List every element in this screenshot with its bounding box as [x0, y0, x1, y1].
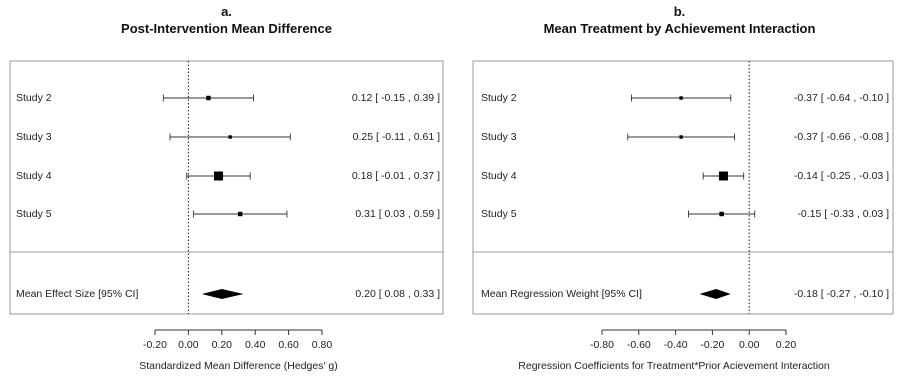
- study-estimate-square: [679, 96, 683, 100]
- study-label: Study 4: [16, 170, 52, 182]
- study-estimate-square: [718, 171, 728, 181]
- x-tick-label: 0.60: [278, 339, 299, 351]
- study-label: Study 3: [481, 131, 517, 143]
- summary-ci-text: 0.20 [ 0.08 , 0.33 ]: [355, 288, 440, 300]
- x-tick-label: -0.20: [700, 339, 724, 351]
- x-tick-label: -0.60: [627, 339, 651, 351]
- study-label: Study 2: [481, 92, 517, 104]
- study-label: Study 4: [481, 170, 517, 182]
- x-tick-label: 0.20: [212, 339, 233, 351]
- studies-frame: [472, 60, 894, 253]
- summary-frame: [9, 251, 444, 315]
- study-ci-text: -0.37 [ -0.66 , -0.08 ]: [794, 131, 889, 143]
- study-ci-text: 0.25 [ -0.11 , 0.61 ]: [353, 131, 440, 143]
- study-label: Study 5: [481, 208, 517, 220]
- summary-diamond: [201, 289, 244, 299]
- panel-a-title: Post-Intervention Mean Difference: [121, 21, 332, 36]
- forest-plot-b-svg: Study 2 -0.37 [ -0.64 , -0.10 ] Study 3 -0.…: [472, 60, 894, 372]
- study-ci-text: -0.37 [ -0.64 , -0.10 ]: [794, 92, 889, 104]
- study-label: Study 3: [16, 131, 52, 143]
- study-ci-text: -0.15 [ -0.33 , 0.03 ]: [797, 208, 889, 220]
- x-tick-label: -0.40: [664, 339, 688, 351]
- study-label: Study 5: [16, 208, 52, 220]
- panel-a-letter: a.: [221, 4, 232, 19]
- summary-label: Mean Regression Weight [95% CI]: [481, 288, 642, 300]
- x-tick-label: 0.00: [739, 339, 760, 351]
- summary-frame: [472, 251, 894, 315]
- x-tick-label: -0.20: [143, 339, 167, 351]
- x-tick-label: 0.80: [312, 339, 333, 351]
- studies-frame: [9, 60, 444, 253]
- study-ci-text: -0.14 [ -0.25 , -0.03 ]: [794, 170, 889, 182]
- summary-label: Mean Effect Size [95% CI]: [16, 288, 138, 300]
- panel-b-letter: b.: [673, 4, 686, 19]
- panel-b-title: Mean Treatment by Achievement Interactio…: [543, 21, 816, 36]
- study-estimate-square: [213, 171, 223, 181]
- study-ci-text: 0.12 [ -0.15 , 0.39 ]: [352, 92, 440, 104]
- forest-plot-panel-a: a. Post-Intervention Mean Difference Stu…: [9, 4, 444, 372]
- study-estimate-square: [228, 135, 232, 139]
- study-ci-text: 0.18 [ -0.01 , 0.37 ]: [352, 170, 440, 182]
- x-tick-label: 0.40: [245, 339, 266, 351]
- forest-plot-panel-b: b. Mean Treatment by Achievement Interac…: [453, 0, 906, 380]
- x-tick-label: 0.00: [178, 339, 199, 351]
- summary-diamond: [699, 289, 731, 299]
- forest-plot-a-svg: Study 2 0.12 [ -0.15 , 0.39 ] Study 3 0.25 …: [9, 60, 444, 372]
- summary-ci-text: -0.18 [ -0.27 , -0.10 ]: [794, 288, 889, 300]
- study-label: Study 2: [16, 92, 52, 104]
- x-tick-label: -0.80: [590, 339, 614, 351]
- study-ci-text: 0.31 [ 0.03 , 0.59 ]: [355, 208, 440, 220]
- x-tick-label: 0.20: [776, 339, 797, 351]
- study-estimate-square: [237, 211, 243, 217]
- study-estimate-square: [206, 95, 211, 101]
- x-axis-label: Regression Coefficients for Treatment*Pr…: [518, 360, 830, 372]
- x-axis-label: Standardized Mean Difference (Hedges' g): [139, 360, 338, 372]
- study-estimate-square: [719, 211, 724, 217]
- study-estimate-square: [679, 135, 683, 139]
